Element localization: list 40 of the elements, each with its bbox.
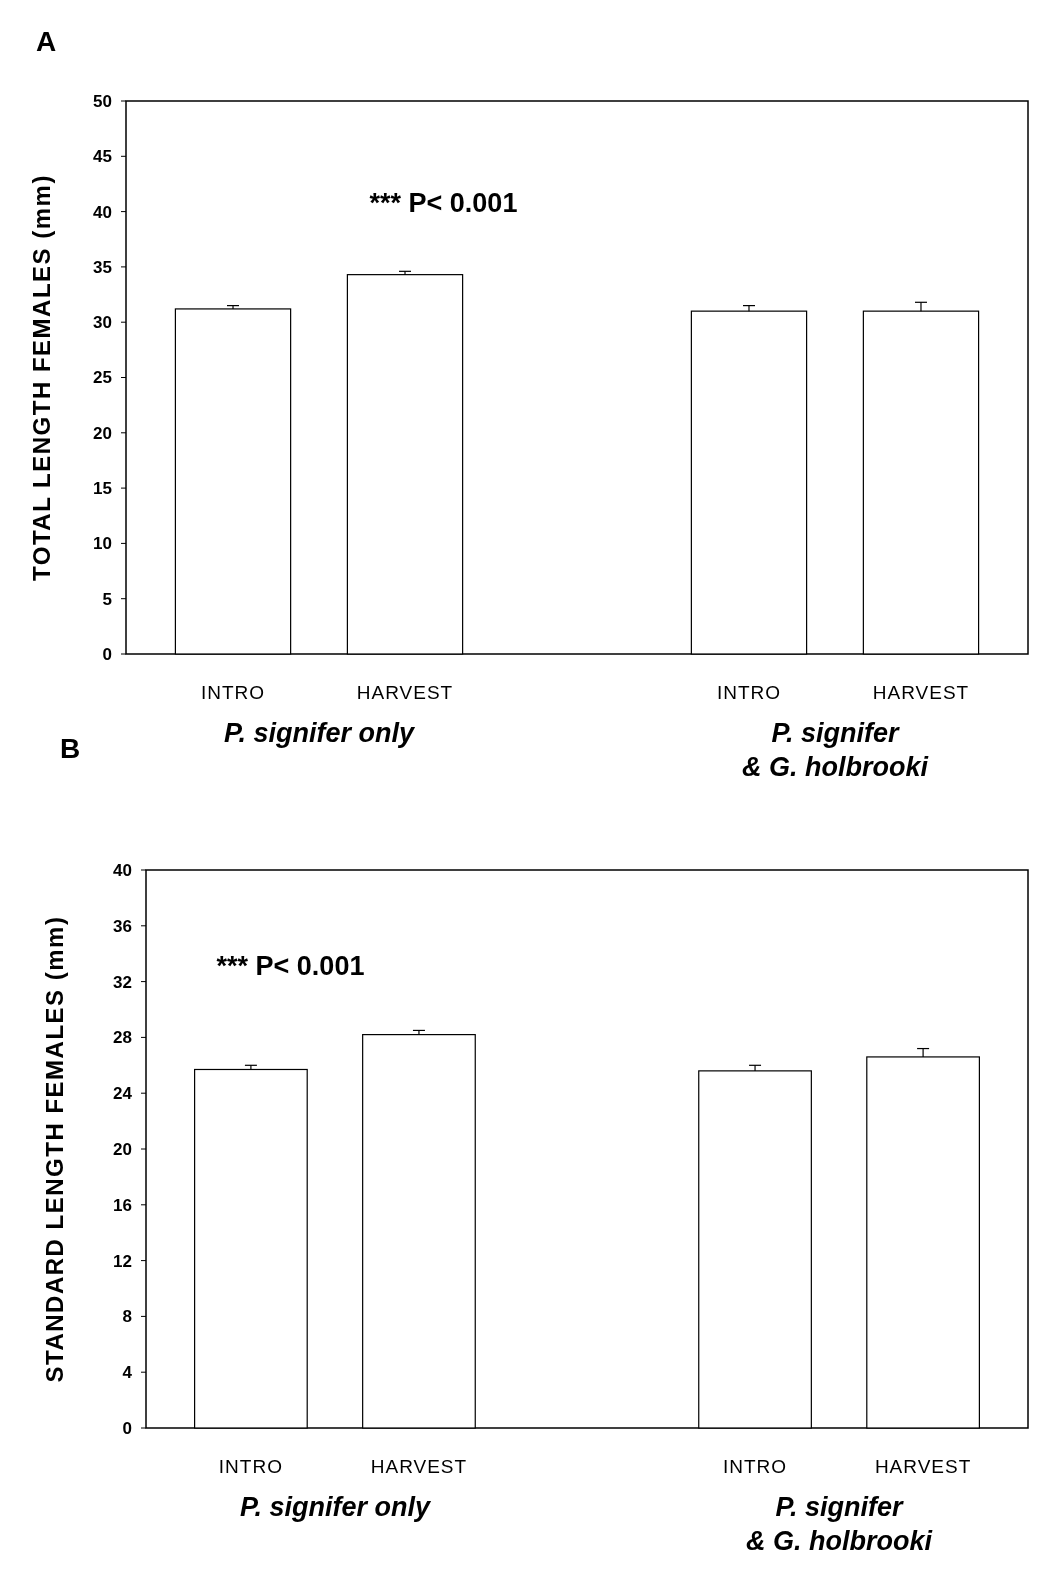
y-tick-label: 24 [113,1084,133,1104]
chart-title: B [60,733,81,764]
x-tick-label: HARVEST [370,1456,468,1477]
y-tick-label: 40 [93,202,112,222]
y-tick-label: 0 [102,644,112,664]
x-tick-label: HARVEST [356,682,454,703]
annotation: *** P< 0.001 [369,187,518,218]
x-tick-label: HARVEST [874,1456,972,1477]
text: P. signifer & G. holbrooki [741,718,929,782]
y-tick-label: 10 [93,534,112,554]
x-tick-label: INTRO [200,682,266,703]
y-tick-label: 12 [113,1251,132,1271]
y-tick-label: 0 [122,1418,132,1438]
y-tick-label: 15 [93,479,112,499]
y-tick-label: 45 [93,147,112,167]
y-tick-label: 30 [93,313,112,333]
y-tick-label: 20 [93,423,112,443]
y-tick-label: 36 [113,916,132,936]
y-tick-label: 50 [93,91,112,111]
y-tick-label: 25 [93,368,112,388]
y-tick-label: 16 [113,1195,132,1215]
x-tick-label: INTRO [716,682,782,703]
y-tick-label: 40 [113,860,132,880]
x-tick-label: HARVEST [872,682,970,703]
chart-title: A [36,26,57,57]
x-tick-label: INTRO [722,1456,788,1477]
y-tick-label: 20 [113,1139,132,1159]
text: P. signifer & G. holbrooki [746,1492,933,1556]
y-tick-label: 32 [113,972,132,992]
text: P. signifer only [223,718,417,748]
x-tick-label: INTRO [218,1456,283,1477]
y-tick-label: 5 [102,589,112,609]
y-tick-label: 8 [122,1307,132,1327]
y-tick-label: 4 [122,1363,133,1383]
y-tick-label: 28 [113,1028,132,1048]
annotation: *** P< 0.001 [216,950,365,981]
y-axis-title: STANDARD LENGTH FEMALES (mm) [41,915,68,1383]
y-axis-title: TOTAL LENGTH FEMALES (mm) [28,174,55,581]
text: P. signifer only [239,1492,432,1522]
y-tick-label: 35 [93,257,112,277]
